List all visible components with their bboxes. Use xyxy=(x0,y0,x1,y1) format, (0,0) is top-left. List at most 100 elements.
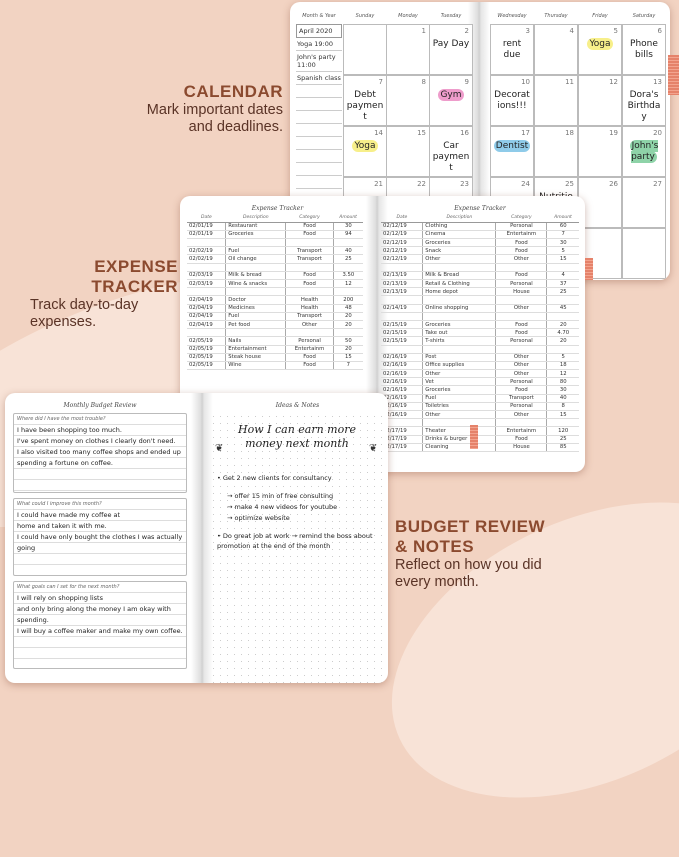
table-cell: 25 xyxy=(332,254,363,264)
day-note-text: Gym xyxy=(438,89,464,101)
month-note: John's party 11:00 xyxy=(296,51,342,72)
calendar-day-cell[interactable]: 9 Gym xyxy=(429,75,473,126)
calendar-day-cell[interactable]: 10 Decorations!!! xyxy=(490,75,534,126)
calendar-day-cell[interactable]: 5 Yoga xyxy=(578,24,622,75)
promo-text: Mark important dates and deadlines. xyxy=(146,102,283,135)
day-number: 12 xyxy=(609,78,618,86)
leaf-icon: ❦ xyxy=(369,443,378,454)
table-cell: 40 xyxy=(546,394,579,403)
table-cell xyxy=(422,312,496,321)
day-header: Wednesday xyxy=(497,13,527,19)
table-row: 02/12/19 Groceries Food 30 xyxy=(381,238,579,248)
table-cell xyxy=(546,418,579,428)
table-cell: 60 xyxy=(546,222,579,231)
day-number: 4 xyxy=(569,27,574,35)
table-cell: 02/05/19 xyxy=(187,361,226,371)
calendar-day-cell[interactable]: 2 Pay Day xyxy=(429,24,473,75)
month-note: Yoga 19:00 xyxy=(296,38,342,51)
calendar-day-cell[interactable]: 26 xyxy=(578,177,622,228)
day-note-text: Debt payment xyxy=(346,90,384,122)
review-section: What could I improve this month? I could … xyxy=(13,498,187,576)
table-cell: Snack xyxy=(422,246,496,256)
calendar-day-cell[interactable]: 20 John's party xyxy=(622,126,666,177)
calendar-day-cell[interactable]: 19 xyxy=(578,126,622,177)
month-year-label: Month & Year xyxy=(302,13,336,19)
table-cell: 20 xyxy=(332,320,363,330)
column-header: Amount xyxy=(546,214,579,223)
table-cell: 02/01/19 xyxy=(187,230,226,240)
day-note-text: Yoga xyxy=(587,38,613,50)
table-header: Date Description Category Amount xyxy=(381,214,579,223)
table-cell xyxy=(187,238,226,248)
review-question: Where did I have the most trouble? xyxy=(17,416,106,422)
column-header: Date xyxy=(187,214,226,223)
calendar-day-cell[interactable]: 14 Yoga xyxy=(343,126,387,177)
promo-expense: EXPENSE TRACKER Track day-to-day expense… xyxy=(30,257,178,331)
calendar-day-cell[interactable]: 18 xyxy=(534,126,578,177)
table-cell: Fuel xyxy=(225,246,286,256)
calendar-day-cell[interactable]: 1 xyxy=(386,24,430,75)
table-cell xyxy=(422,418,496,428)
table-cell: Food xyxy=(285,279,334,289)
calendar-day-cell[interactable]: 6 Phone bills xyxy=(622,24,666,75)
table-cell: Cleaning xyxy=(422,443,496,452)
table-cell: 02/17/19 xyxy=(381,426,423,436)
review-answer: and only bring along the money I am okay… xyxy=(17,605,171,613)
calendar-day-cell[interactable]: 15 xyxy=(386,126,430,177)
table-cell: Doctor xyxy=(225,295,286,305)
day-header: Friday xyxy=(592,13,608,19)
calendar-day-cell[interactable]: 16 Car payment xyxy=(429,126,473,177)
table-row: 02/13/19 Home depot House 25 xyxy=(381,287,579,297)
table-cell: 02/12/19 xyxy=(381,238,423,248)
day-number: 7 xyxy=(378,78,383,86)
calendar-day-cell[interactable]: 13 Dora's Birthday xyxy=(622,75,666,126)
table-cell: 40 xyxy=(332,246,363,256)
table-cell xyxy=(225,328,286,338)
table-cell: 200 xyxy=(332,295,363,305)
month-notes: April 2020 Yoga 19:00 John's party 11:00 Sp… xyxy=(296,24,342,267)
table-cell xyxy=(381,263,423,272)
calendar-day-cell[interactable]: 17 Dentist xyxy=(490,126,534,177)
table-cell xyxy=(332,287,363,297)
table-cell xyxy=(225,263,286,272)
promo-text: Reflect on how you did every month. xyxy=(395,557,542,590)
dot-grid xyxy=(210,413,385,683)
table-cell: Milk & Bread xyxy=(422,271,496,281)
day-number: 24 xyxy=(521,180,530,188)
day-number: 18 xyxy=(565,129,574,137)
table-cell: 02/04/19 xyxy=(187,312,226,321)
table-cell: Fuel xyxy=(225,312,286,321)
table-cell xyxy=(381,345,423,354)
table-row xyxy=(187,263,363,272)
calendar-day-cell[interactable]: 3 rent due xyxy=(490,24,534,75)
note-item: • Do great job at work → remind the boss… xyxy=(217,532,373,550)
table-cell: 02/15/19 xyxy=(381,328,423,338)
day-header: Sunday xyxy=(355,13,375,19)
calendar-day-cell[interactable]: 8 xyxy=(386,75,430,126)
table-cell: 12 xyxy=(332,279,363,289)
review-answer: I will buy a coffee maker and make my ow… xyxy=(17,627,183,635)
table-cell xyxy=(546,295,579,305)
table-cell: 02/16/19 xyxy=(381,369,423,379)
calendar-day-cell[interactable] xyxy=(343,24,387,75)
day-header: Thursday xyxy=(544,13,568,19)
note-line xyxy=(296,111,342,124)
calendar-day-cell[interactable]: 4 xyxy=(534,24,578,75)
day-number: 17 xyxy=(521,129,530,137)
calendar-day-cell[interactable]: 11 xyxy=(534,75,578,126)
table-row: 02/17/19 Theater Entertainm 120 xyxy=(381,426,579,436)
calendar-day-cell[interactable]: 27 xyxy=(622,177,666,228)
column-header: Description xyxy=(225,214,286,223)
review-answer: I have been shopping too much. xyxy=(17,426,122,434)
day-number: 25 xyxy=(565,180,574,188)
note-item: → offer 15 min of free consulting xyxy=(227,492,334,500)
table-cell xyxy=(225,287,286,297)
table-cell: 8 xyxy=(546,402,579,412)
table-cell: Milk & bread xyxy=(225,271,286,281)
note-item: → make 4 new videos for youtube xyxy=(227,503,338,511)
calendar-day-cell[interactable] xyxy=(622,228,666,279)
table-cell: 02/03/19 xyxy=(187,271,226,281)
calendar-day-cell[interactable]: 12 xyxy=(578,75,622,126)
expense-title-left: Expense Tracker xyxy=(251,205,304,212)
calendar-day-cell[interactable]: 7 Debt payment xyxy=(343,75,387,126)
